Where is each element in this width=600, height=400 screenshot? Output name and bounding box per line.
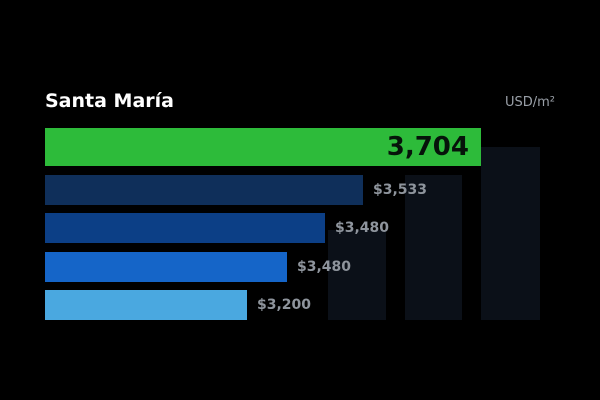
data-label: 3,704 <box>386 132 469 162</box>
chart-title: Santa María <box>45 90 174 112</box>
data-label: $3,480 <box>335 220 390 236</box>
bar <box>45 175 363 205</box>
data-label: $3,533 <box>373 182 428 198</box>
bar <box>45 213 325 243</box>
data-label: $3,200 <box>257 297 312 313</box>
background-column <box>405 175 462 320</box>
bar: 3,704 <box>45 128 481 166</box>
bar <box>45 290 247 320</box>
bar <box>45 252 287 282</box>
background-column <box>328 230 386 320</box>
unit-label: USD/m² <box>504 95 555 110</box>
background-column <box>481 147 540 320</box>
data-label: $3,480 <box>297 259 352 275</box>
